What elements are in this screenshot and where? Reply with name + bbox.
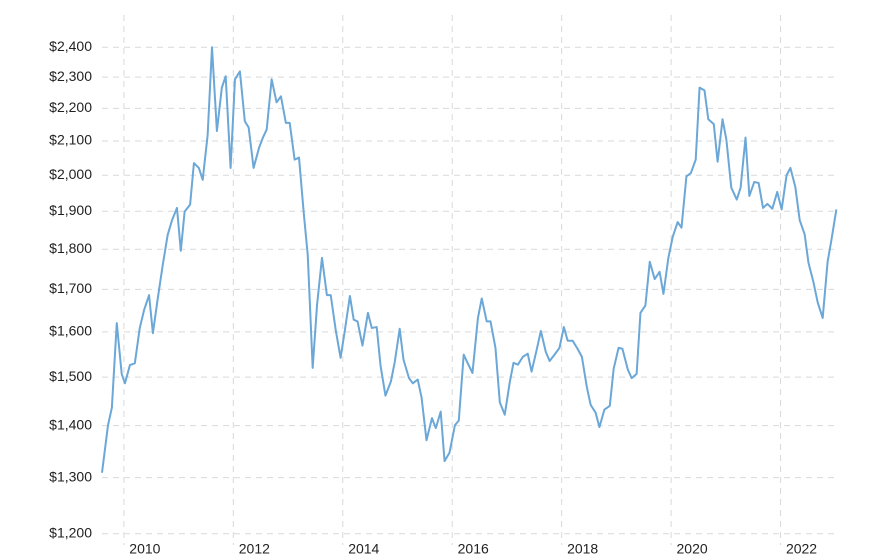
y-tick-label: $2,200 — [49, 99, 92, 115]
y-tick-label: $1,300 — [49, 468, 92, 484]
x-tick-label: 2022 — [786, 541, 817, 557]
y-tick-label: $1,900 — [49, 202, 92, 218]
y-tick-label: $2,100 — [49, 132, 92, 148]
x-tick-label: 2018 — [567, 541, 598, 557]
x-tick-label: 2012 — [239, 541, 270, 557]
y-tick-label: $1,800 — [49, 240, 92, 256]
y-tick-label: $2,300 — [49, 68, 92, 84]
y-tick-label: $2,400 — [49, 38, 92, 54]
x-tick-label: 2016 — [458, 541, 489, 557]
x-tick-label: 2014 — [348, 541, 379, 557]
y-tick-label: $1,500 — [49, 368, 92, 384]
y-tick-label: $1,700 — [49, 280, 92, 296]
x-tick-label: 2010 — [129, 541, 160, 557]
x-tick-label: 2020 — [677, 541, 708, 557]
y-tick-label: $1,400 — [49, 416, 92, 432]
y-tick-label: $1,600 — [49, 323, 92, 339]
y-tick-label: $1,200 — [49, 525, 92, 541]
y-tick-label: $2,000 — [49, 166, 92, 182]
line — [101, 46, 838, 473]
